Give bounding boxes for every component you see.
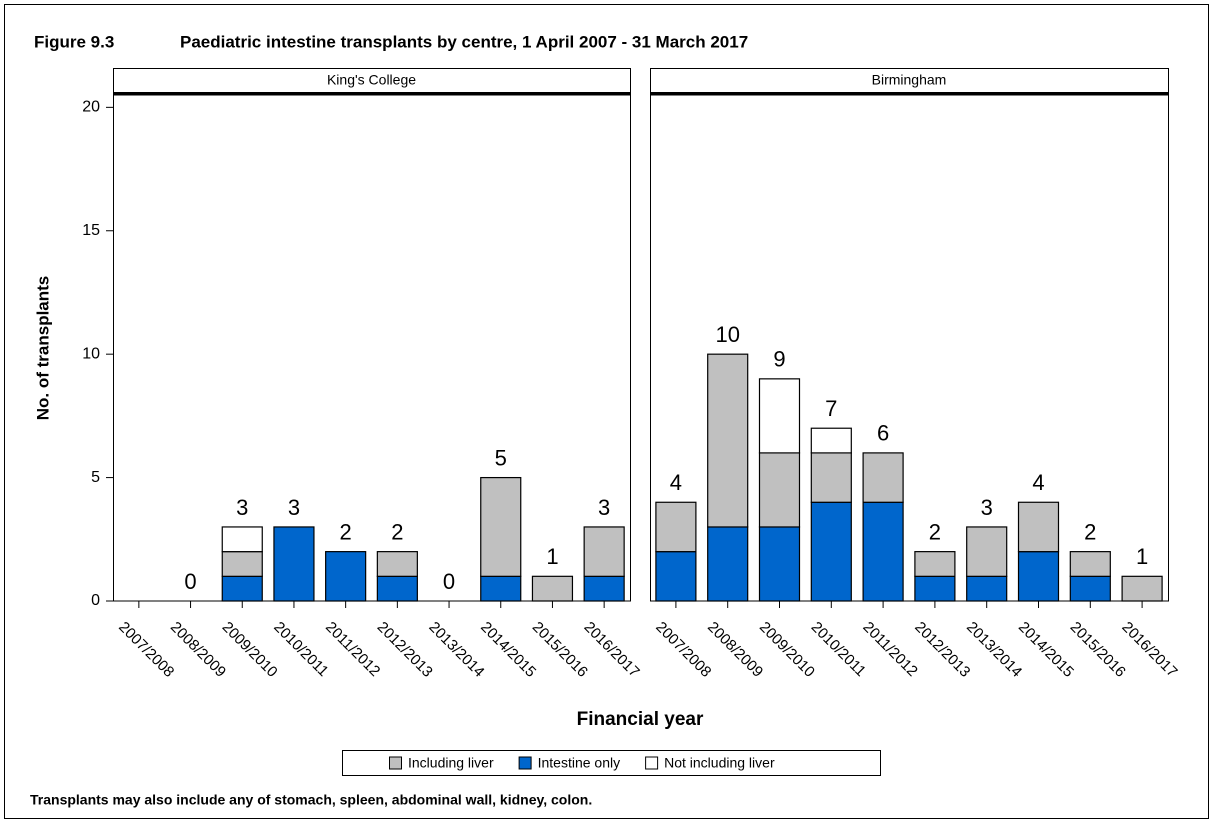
- total-label: 3: [288, 495, 300, 520]
- y-tick-label: 5: [91, 469, 100, 486]
- total-label: 3: [598, 495, 610, 520]
- total-label: 0: [443, 569, 455, 594]
- panel-title: Birmingham: [872, 72, 947, 88]
- bar-segment: [583, 575, 625, 602]
- bar-segment: [325, 551, 367, 602]
- total-label: 3: [236, 495, 248, 520]
- note: Transplants may also include any of stom…: [30, 792, 592, 808]
- y-axis-label: No. of transplants: [33, 276, 52, 421]
- legend-label: Including liver: [408, 755, 494, 771]
- bar-segment: [655, 551, 697, 602]
- total-label: 2: [929, 519, 941, 544]
- y-tick-label: 0: [91, 592, 100, 609]
- y-tick-label: 10: [82, 345, 100, 362]
- bar-segment: [480, 575, 522, 602]
- bar-segment: [1069, 575, 1111, 602]
- bar-segment: [758, 452, 801, 528]
- bar-segment: [583, 526, 625, 577]
- y-tick-label: 15: [82, 222, 100, 239]
- bar-segment: [1017, 551, 1060, 602]
- bar-segment: [810, 452, 852, 503]
- bar-segment: [221, 526, 263, 553]
- total-label: 1: [1136, 544, 1148, 569]
- total-label: 0: [184, 569, 196, 594]
- panel-header: [650, 68, 1169, 93]
- total-label: 9: [773, 347, 785, 372]
- total-label: 6: [877, 421, 889, 446]
- bar-segment: [810, 501, 852, 602]
- bar-segment: [707, 353, 749, 528]
- bar-segment: [758, 526, 801, 602]
- bar-segment: [914, 575, 956, 602]
- bar-segment: [966, 575, 1008, 602]
- total-label: 2: [391, 519, 403, 544]
- bar-segment: [707, 526, 749, 602]
- bar-segment: [758, 378, 801, 454]
- bar-segment: [914, 551, 956, 577]
- total-label: 5: [495, 445, 507, 470]
- legend-swatch: [645, 756, 659, 770]
- total-label: 1: [546, 544, 558, 569]
- legend: [342, 750, 881, 776]
- total-label: 10: [715, 322, 739, 347]
- panel-header: [113, 68, 631, 93]
- bar-segment: [966, 526, 1008, 577]
- bar-segment: [376, 575, 418, 602]
- bar-segment: [221, 551, 263, 577]
- figure-label: Figure 9.3: [34, 32, 114, 51]
- bar-segment: [810, 427, 852, 454]
- panel-title: King's College: [327, 72, 416, 88]
- legend-swatch: [389, 756, 402, 770]
- bar-segment: [1017, 501, 1060, 553]
- bar-segment: [862, 452, 904, 503]
- chart-title: Paediatric intestine transplants by cent…: [180, 32, 748, 51]
- bar-segment: [480, 476, 522, 577]
- total-label: 2: [1084, 519, 1096, 544]
- y-tick-label: 20: [82, 99, 100, 116]
- total-label: 4: [1032, 470, 1044, 495]
- bar-segment: [221, 575, 263, 602]
- total-label: 3: [981, 495, 993, 520]
- legend-label: Not including liver: [664, 755, 775, 771]
- total-label: 4: [670, 470, 682, 495]
- bar-segment: [655, 501, 697, 553]
- total-label: 2: [340, 519, 352, 544]
- legend-swatch: [518, 756, 532, 770]
- bar-segment: [531, 575, 574, 602]
- total-label: 7: [825, 396, 837, 421]
- bar-segment: [376, 551, 418, 577]
- bar-segment: [1121, 575, 1163, 602]
- bar-segment: [862, 501, 904, 602]
- x-axis-label: Financial year: [577, 709, 704, 730]
- bar-segment: [1069, 551, 1111, 577]
- plot-area: [113, 94, 631, 602]
- legend-label: Intestine only: [538, 755, 621, 771]
- bar-segment: [273, 526, 315, 602]
